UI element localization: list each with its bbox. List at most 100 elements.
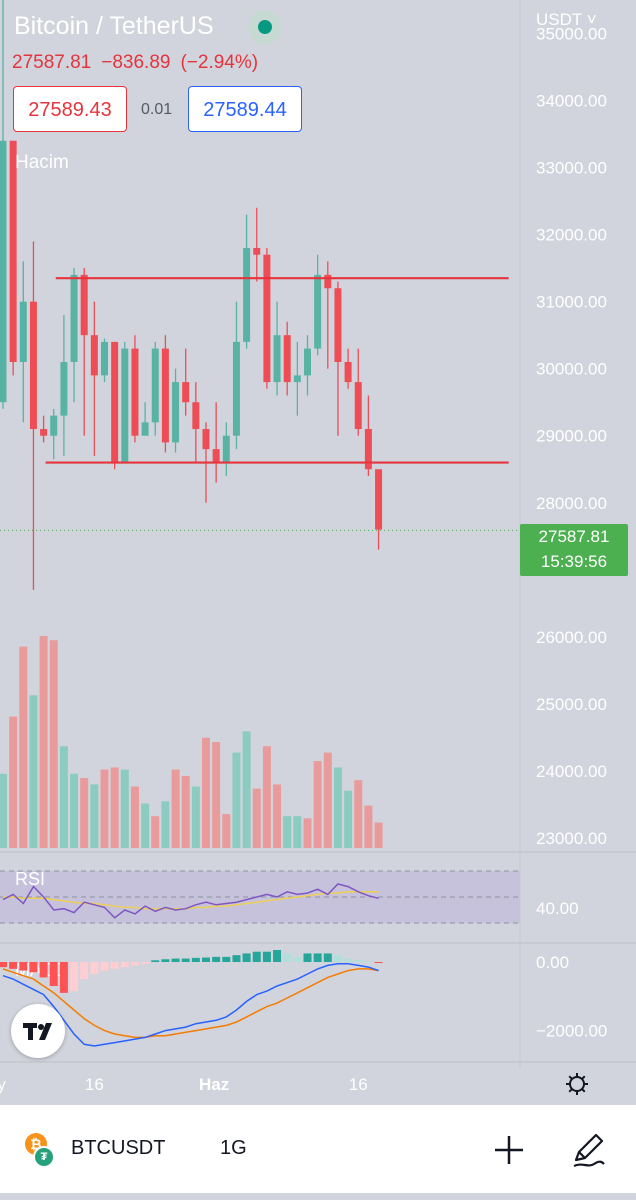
- macd-histogram-bar: [293, 956, 302, 962]
- price-axis-label: 30000.00: [536, 360, 607, 379]
- chart-area[interactable]: 35000.00 34000.00 33000.00 32000.00 31000.00…: [0, 0, 636, 1105]
- symbol-selector[interactable]: BTCUSDT: [71, 1137, 166, 1159]
- volume-bar: [242, 731, 251, 848]
- current-price-value: 27587.81: [538, 527, 610, 546]
- volume-bar: [70, 773, 79, 848]
- volume-bar: [100, 769, 109, 848]
- candle-body: [253, 248, 261, 255]
- macd-histogram-bar: [323, 953, 332, 962]
- volume-bar: [262, 746, 271, 848]
- currency-select[interactable]: USDT ˅: [536, 10, 597, 29]
- candle-body: [202, 429, 210, 450]
- candle-body: [70, 274, 78, 362]
- volume-bar: [80, 778, 89, 848]
- volume-bar: [110, 767, 119, 848]
- drawing-tools-button[interactable]: [566, 1128, 610, 1172]
- candle-body: [182, 382, 190, 403]
- macd-histogram-bar: [19, 962, 28, 971]
- volume-label[interactable]: Hacim: [15, 152, 69, 173]
- sell-button[interactable]: 27589.43: [13, 86, 127, 132]
- volume-bar: [232, 752, 241, 848]
- candle-body: [273, 335, 281, 383]
- candle-body: [354, 382, 362, 430]
- macd-histogram-bar: [151, 960, 160, 962]
- price-axis-label: 35000.00: [536, 25, 607, 44]
- macd-histogram-bar: [313, 953, 322, 962]
- volume-bar: [273, 784, 282, 848]
- volume-bar: [191, 786, 200, 848]
- bar-countdown: 15:39:56: [540, 552, 608, 571]
- bottom-strip: [0, 1193, 636, 1200]
- volume-bar: [313, 761, 322, 848]
- macd-histogram-bar: [0, 962, 7, 968]
- macd-histogram-bar: [171, 958, 180, 962]
- candle-body: [131, 348, 139, 436]
- candle-body: [212, 449, 220, 463]
- macd-histogram-bar: [130, 962, 139, 966]
- market-status-icon[interactable]: [248, 10, 282, 44]
- macd-histogram-bar: [29, 962, 38, 973]
- price-axis-label: 32000.00: [536, 226, 607, 245]
- volume-bar: [374, 822, 383, 848]
- macd-histogram-bar: [283, 953, 292, 962]
- volume-bar: [19, 646, 28, 848]
- macd-signal-line: [2, 968, 379, 1039]
- bottom-toolbar: [0, 1105, 636, 1200]
- price-axis-label: 26000.00: [536, 628, 607, 647]
- macd-histogram-bar: [191, 957, 200, 962]
- candle-body: [90, 335, 98, 376]
- macd-histogram-bar: [222, 956, 231, 962]
- price-change-line: 27587.81 −836.89 (−2.94%): [12, 52, 268, 74]
- volume-bar: [49, 640, 58, 848]
- volume-bar: [90, 784, 99, 848]
- time-axis-label: 16: [349, 1075, 368, 1094]
- candle-body: [111, 341, 119, 463]
- current-price-tag: 27587.81 15:39:56: [520, 524, 628, 576]
- spread-value: 0.01: [141, 101, 173, 118]
- candle-body: [19, 301, 27, 362]
- candle-body: [9, 140, 17, 362]
- candle-body: [222, 435, 230, 463]
- buy-button[interactable]: 27589.44: [188, 86, 302, 132]
- symbol-title: Bitcoin / TetherUS: [14, 12, 214, 40]
- macd-histogram-bar: [110, 962, 119, 969]
- candle-body: [172, 382, 180, 443]
- macd-histogram-bar: [354, 959, 363, 962]
- volume-bar: [29, 695, 38, 848]
- macd-histogram-bar: [141, 962, 150, 964]
- add-button[interactable]: [489, 1130, 529, 1170]
- candle-body: [80, 274, 88, 336]
- candle-body: [60, 361, 68, 416]
- macd-histogram-bar: [161, 959, 170, 962]
- tradingview-logo-icon[interactable]: [11, 1004, 65, 1058]
- candle-body: [101, 341, 108, 376]
- macd-histogram-bar: [212, 956, 221, 962]
- chart-settings-gear-icon[interactable]: [566, 1073, 588, 1095]
- macd-histogram-bar: [100, 962, 109, 971]
- last-price: 27587.81: [12, 52, 92, 73]
- macd-histogram-bar: [90, 962, 99, 974]
- macd-histogram-bar: [252, 951, 261, 962]
- volume-bar: [59, 746, 68, 848]
- price-axis-label: 28000.00: [536, 494, 607, 513]
- price-axis-label: 33000.00: [536, 159, 607, 178]
- candle-body: [324, 274, 332, 289]
- chart-canvas[interactable]: 35000.00 34000.00 33000.00 32000.00 31000.00…: [0, 0, 636, 1105]
- volume-bar: [212, 742, 221, 848]
- volume-bar: [202, 737, 210, 848]
- candle-body: [50, 415, 58, 436]
- volume-bar: [364, 805, 373, 848]
- macd-histogram-bar: [232, 955, 241, 962]
- price-axis-label: 34000.00: [536, 92, 607, 111]
- candle-body: [121, 348, 129, 463]
- price-change-pct: (−2.94%): [180, 52, 259, 73]
- candle-body: [283, 335, 291, 383]
- price-axis-label: 29000.00: [536, 427, 607, 446]
- candle-body: [151, 348, 159, 423]
- macd-histogram-bar: [333, 955, 342, 962]
- volume-bar: [222, 814, 231, 848]
- candle-body: [40, 429, 48, 436]
- macd-histogram-bar: [80, 962, 89, 980]
- volume-bar: [39, 636, 48, 848]
- interval-selector[interactable]: 1G: [220, 1137, 247, 1159]
